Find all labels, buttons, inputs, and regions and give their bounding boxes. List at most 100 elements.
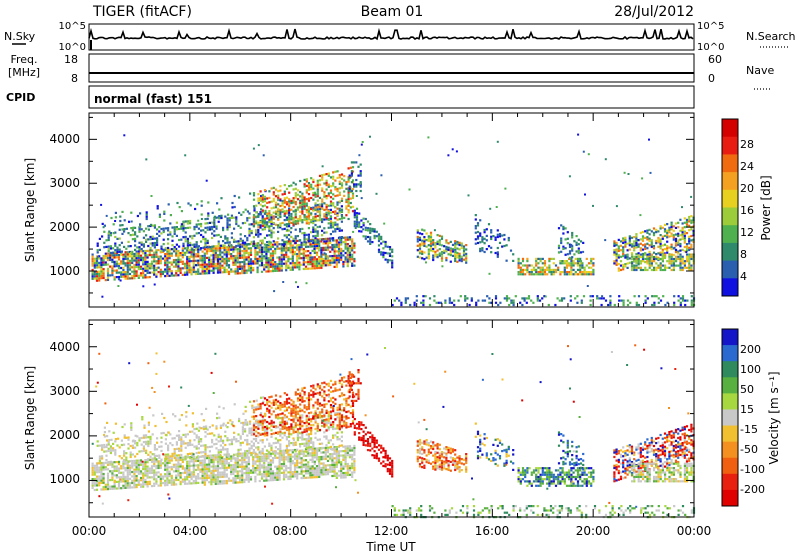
- echo-cell: [679, 262, 682, 265]
- echo-cell: [203, 263, 206, 266]
- echo-cell: [639, 214, 642, 217]
- echo-cell: [100, 475, 103, 478]
- echo-cell: [193, 228, 196, 231]
- echo-cell: [204, 242, 207, 245]
- echo-cell: [227, 253, 231, 256]
- echo-cell: [301, 205, 304, 208]
- echo-cell: [234, 461, 237, 464]
- echo-cell: [214, 254, 217, 257]
- echo-cell: [164, 466, 167, 469]
- echo-cell: [474, 242, 477, 245]
- echo-cell: [300, 472, 303, 475]
- echo-cell: [93, 482, 96, 485]
- echo-cell: [98, 444, 101, 447]
- echo-cell: [329, 189, 333, 192]
- echo-cell: [670, 245, 673, 248]
- echo-cell: [139, 225, 142, 228]
- echo-cell: [657, 252, 660, 255]
- echo-cell: [252, 471, 255, 474]
- echo-cell: [122, 253, 125, 256]
- echo-cell: [119, 215, 122, 218]
- echo-cell: [159, 466, 162, 469]
- echo-cell: [150, 476, 154, 479]
- echo-cell: [184, 231, 187, 234]
- echo-cell: [224, 215, 227, 218]
- echo-cell: [254, 262, 257, 265]
- echo-cell: [179, 258, 182, 261]
- echo-cell: [310, 177, 313, 180]
- echo-cell: [252, 222, 256, 225]
- echo-cell: [212, 458, 215, 461]
- echo-cell: [261, 205, 264, 208]
- echo-cell: [153, 255, 156, 259]
- echo-cell: [241, 265, 244, 268]
- echo-cell: [164, 468, 167, 471]
- echo-cell: [281, 243, 284, 246]
- echo-cell: [568, 243, 572, 246]
- echo-cell: [288, 218, 291, 221]
- echo-cell: [646, 229, 649, 232]
- echo-cell: [470, 297, 473, 300]
- echo-cell: [337, 252, 341, 255]
- echo-cell: [194, 479, 198, 482]
- echo-cell: [388, 254, 392, 257]
- echo-cell: [115, 262, 118, 265]
- echo-cell: [679, 297, 682, 300]
- echo-cell: [150, 249, 154, 252]
- echo-cell: [238, 267, 242, 270]
- echo-cell: [236, 461, 239, 464]
- echo-cell: [271, 461, 275, 464]
- echo-cell: [358, 212, 361, 215]
- echo-cell: [166, 470, 169, 473]
- echo-cell: [223, 244, 226, 247]
- echo-cell: [391, 259, 394, 262]
- echo-cell: [440, 244, 444, 247]
- echo-cell: [117, 285, 120, 287]
- echo-cell: [311, 471, 314, 475]
- echo-cell: [201, 479, 204, 482]
- echo-cell: [440, 237, 444, 240]
- echo-cell: [103, 230, 106, 233]
- echo-cell: [435, 301, 438, 304]
- echo-cell: [170, 477, 173, 480]
- echo-cell: [325, 231, 328, 234]
- power-cb-tick-16: 16: [740, 204, 754, 217]
- echo-cell: [674, 240, 678, 243]
- echo-cell: [681, 295, 685, 298]
- echo-cell: [279, 222, 282, 225]
- echo-cell: [131, 479, 134, 482]
- echo-cell: [205, 272, 209, 275]
- echo-cell: [538, 299, 542, 302]
- echo-cell: [572, 273, 575, 276]
- echo-cell: [212, 251, 215, 255]
- echo-cell: [212, 271, 215, 274]
- echo-cell: [177, 478, 180, 481]
- echo-cell: [315, 258, 319, 261]
- echo-cell: [274, 210, 278, 213]
- echo-cell: [256, 262, 259, 265]
- echo-cell: [313, 243, 316, 246]
- echo-cell: [206, 239, 209, 242]
- echo-cell: [160, 247, 163, 250]
- echo-cell: [690, 295, 693, 298]
- echo-cell: [311, 449, 314, 453]
- echo-cell: [95, 259, 99, 262]
- echo-cell: [134, 231, 137, 234]
- echo-cell: [111, 465, 114, 468]
- echo-cell: [148, 262, 151, 265]
- echo-cell: [582, 150, 585, 153]
- echo-cell: [145, 213, 148, 216]
- echo-cell: [316, 206, 319, 209]
- echo-cell: [335, 263, 338, 266]
- echo-cell: [481, 238, 484, 241]
- echo-cell: [252, 205, 256, 208]
- echo-cell: [335, 472, 338, 475]
- echo-cell: [685, 247, 689, 250]
- echo-cell: [181, 247, 184, 250]
- echo-cell: [626, 242, 629, 245]
- echo-cell: [681, 262, 684, 265]
- echo-cell: [183, 273, 187, 276]
- echo-cell: [113, 483, 116, 486]
- echo-cell: [685, 218, 689, 221]
- echo-cell: [283, 210, 286, 213]
